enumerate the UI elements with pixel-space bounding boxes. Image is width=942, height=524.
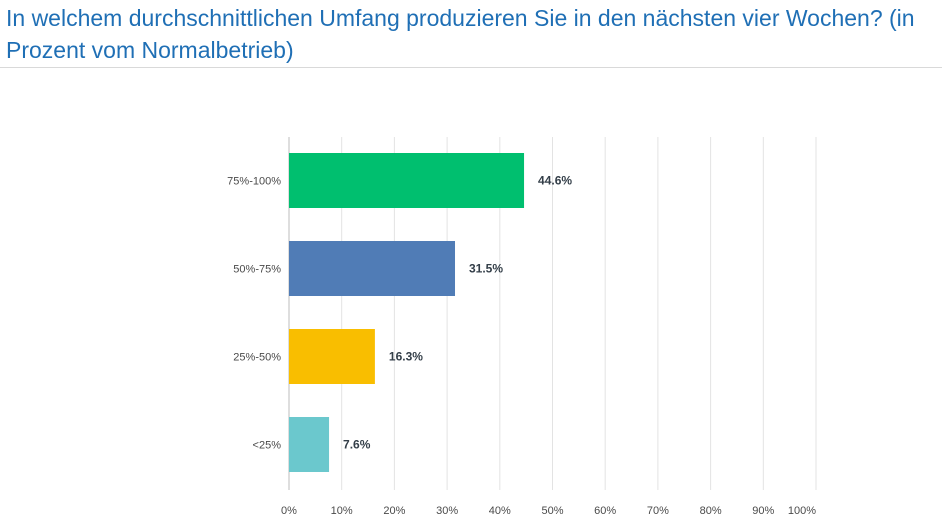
x-tick-label: 60% (594, 505, 616, 517)
value-labels: 44.6% 31.5% 16.3% 7.6% (343, 174, 572, 452)
x-tick-label: 20% (383, 505, 405, 517)
title-divider (0, 67, 942, 68)
category-label: 75%-100% (227, 176, 281, 188)
bar (289, 241, 456, 296)
x-tick-label: 50% (541, 505, 563, 517)
x-tick-label: 10% (331, 505, 353, 517)
x-tick-label: 40% (489, 505, 511, 517)
page-title: In welchem durchschnittlichen Umfang pro… (6, 5, 915, 63)
x-tick-label: 30% (436, 505, 458, 517)
value-label: 16.3% (389, 350, 423, 364)
x-tick-label: 90% (752, 505, 774, 517)
category-label: 50%-75% (233, 264, 281, 276)
bar (289, 153, 525, 208)
bar (289, 417, 330, 472)
x-tick-label: 80% (700, 505, 722, 517)
value-label: 7.6% (343, 438, 371, 452)
x-axis-ticks: 0% 10% 20% 30% 40% 50% 60% 70% 80% 90% 100% (281, 505, 816, 517)
x-tick-label: 70% (647, 505, 669, 517)
value-label: 31.5% (469, 262, 503, 276)
category-label: 25%-50% (233, 352, 281, 364)
category-labels: 75%-100% 50%-75% 25%-50% <25% (227, 176, 281, 452)
category-label: <25% (253, 440, 282, 452)
bars (289, 153, 525, 472)
value-label: 44.6% (538, 174, 572, 188)
gridlines (288, 137, 817, 490)
x-tick-label: 100% (788, 505, 816, 517)
bar (289, 329, 375, 384)
x-tick-label: 0% (281, 505, 297, 517)
